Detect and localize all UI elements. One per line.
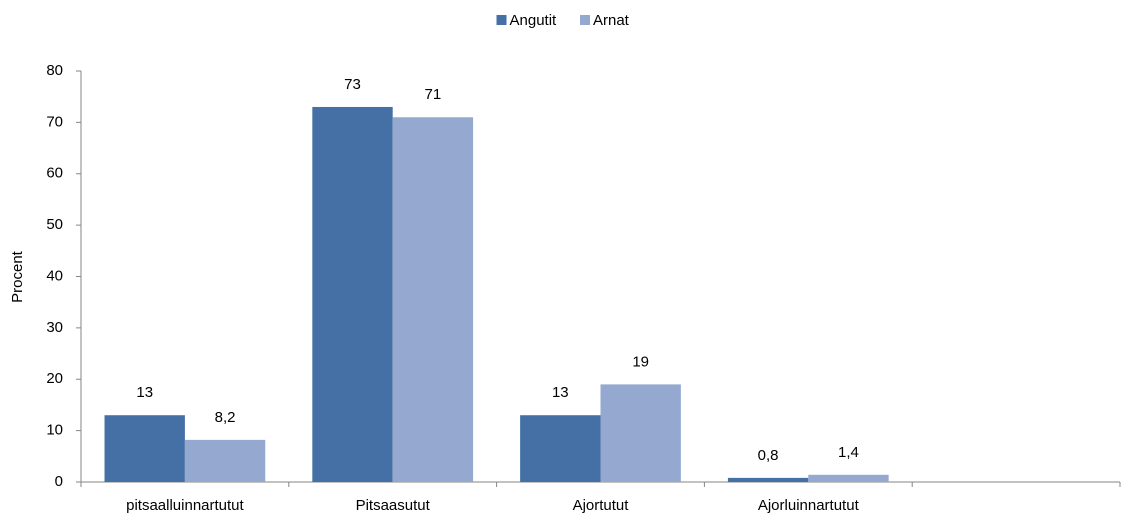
bar <box>184 439 266 482</box>
bar <box>104 415 185 482</box>
y-tick-label: 40 <box>46 267 63 284</box>
y-tick-label: 10 <box>46 422 63 439</box>
bar <box>312 106 393 483</box>
bar <box>600 384 681 482</box>
y-tick-label: 30 <box>46 319 63 336</box>
y-tick-label: 50 <box>46 216 63 233</box>
bar <box>392 117 474 483</box>
y-axis-label: Procent <box>9 250 26 303</box>
value-label: 73 <box>344 76 361 93</box>
x-tick-label: Pitsaasutut <box>356 497 431 514</box>
value-label: 19 <box>632 353 649 370</box>
value-label: 13 <box>136 384 153 401</box>
y-tick-label: 70 <box>46 113 63 130</box>
bar <box>727 477 809 482</box>
value-label: 0,8 <box>758 447 779 464</box>
legend-label: Angutit <box>510 12 558 29</box>
legend-label: Arnat <box>593 12 630 29</box>
x-tick-label: Ajorluinnartutut <box>758 497 860 514</box>
bar <box>520 415 601 482</box>
value-label: 8,2 <box>215 409 236 426</box>
x-tick-label: Ajortutut <box>573 497 630 514</box>
legend-swatch <box>580 15 590 25</box>
y-tick-label: 60 <box>46 165 63 182</box>
legend-swatch <box>496 15 507 25</box>
y-tick-label: 20 <box>46 370 63 387</box>
value-label: 13 <box>552 384 569 401</box>
y-tick-label: 80 <box>46 62 63 79</box>
y-tick-label: 0 <box>55 473 63 490</box>
value-label: 71 <box>425 86 442 103</box>
x-tick-label: pitsaalluinnartutut <box>126 497 244 514</box>
bar <box>808 474 889 482</box>
value-label: 1,4 <box>838 444 859 461</box>
